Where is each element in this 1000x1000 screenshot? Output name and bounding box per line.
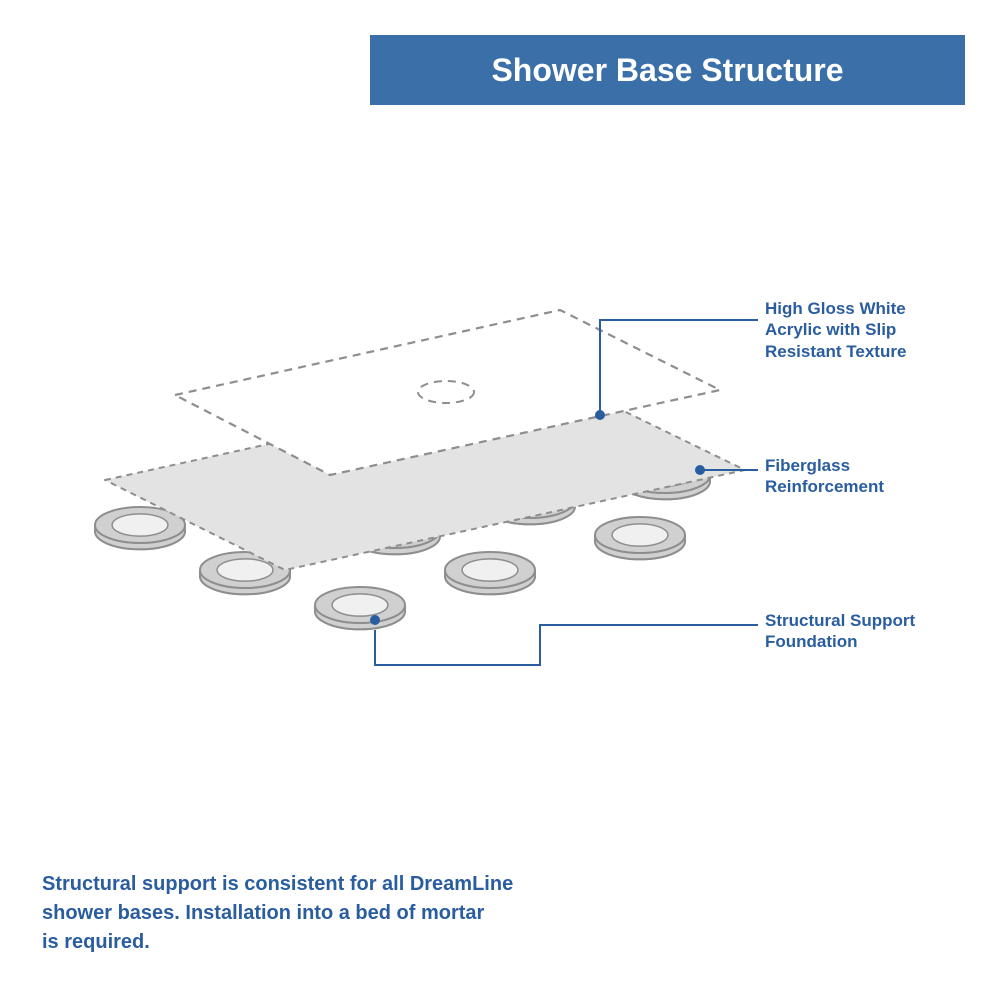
callout-rings: Structural SupportFoundation — [765, 610, 975, 653]
title-text: Shower Base Structure — [491, 52, 843, 89]
footnote: Structural support is consistent for all… — [42, 870, 682, 957]
callout-mid-layer: FiberglassReinforcement — [765, 455, 975, 498]
acrylic-layer — [175, 310, 720, 475]
title-banner: Shower Base Structure — [370, 35, 965, 105]
support-rings — [95, 457, 710, 629]
fiberglass-layer — [105, 380, 745, 570]
exploded-diagram — [0, 0, 1000, 1000]
callout-lines — [370, 320, 758, 665]
callout-top-layer: High Gloss WhiteAcrylic with SlipResista… — [765, 298, 975, 362]
